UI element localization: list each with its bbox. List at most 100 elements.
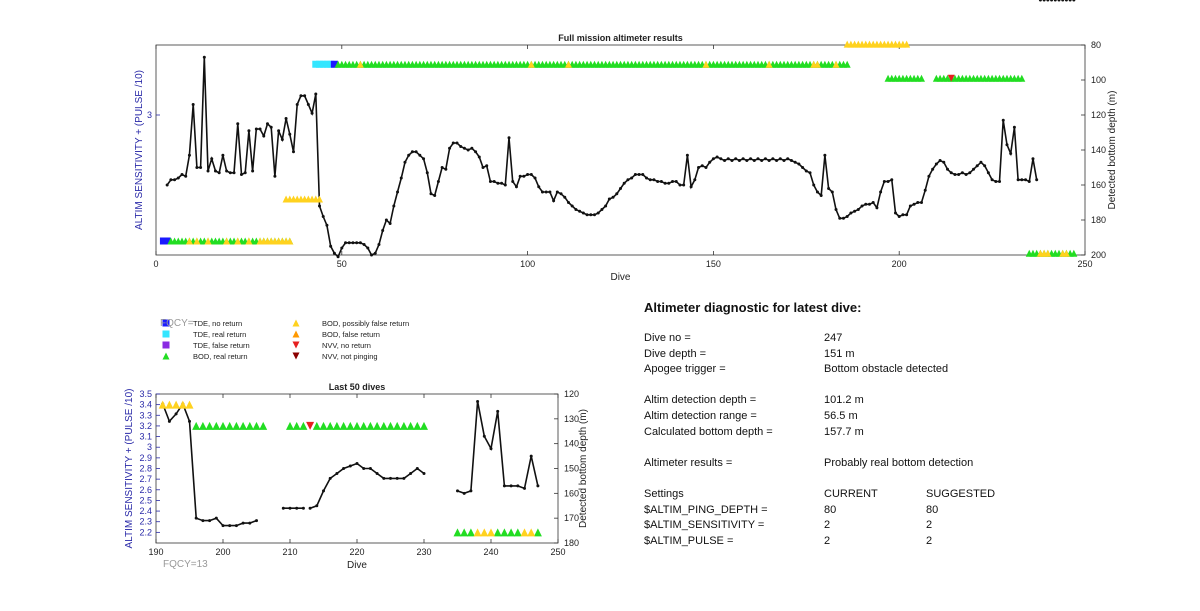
full-depth-point xyxy=(239,173,243,176)
full-depth-point xyxy=(1005,143,1009,147)
full-depth-point xyxy=(466,148,470,152)
setting-name: $ALTIM_SENSITIVITY = xyxy=(644,519,765,532)
last50-ylabel-right: Detected bottom depth (m) xyxy=(578,409,589,528)
full-depth-point xyxy=(979,160,983,164)
last50-depth-point xyxy=(288,506,292,510)
last50-bod-possibly-false-marker xyxy=(473,528,482,537)
full-x-tick-label: 200 xyxy=(892,259,907,269)
last50-depth-point xyxy=(328,476,332,480)
altimeter-results-label: Altimeter results = xyxy=(644,456,733,469)
full-depth-point xyxy=(481,166,485,169)
last50-bod-real-marker xyxy=(513,528,522,537)
last50-depth-point xyxy=(402,476,406,480)
altimeter-results-value: Probably real bottom detection xyxy=(824,456,974,469)
full-depth-point xyxy=(864,202,868,206)
full-depth-point xyxy=(403,160,407,164)
full-depth-point xyxy=(362,243,366,246)
last50-left-tick-label: 3 xyxy=(147,442,152,452)
dive-no-value: 247 xyxy=(824,332,843,344)
last50-depth-point xyxy=(482,434,486,438)
full-depth-point xyxy=(968,171,972,175)
full-depth-point xyxy=(206,169,210,173)
full-depth-point xyxy=(1042,0,1046,2)
full-ylabel-left: ALTIM SENSITIVITY + (PULSE /10) xyxy=(134,70,145,230)
last50-bod-real-marker xyxy=(286,421,294,430)
last50-depth-point xyxy=(382,476,386,480)
full-depth-point xyxy=(399,176,403,180)
full-depth-point xyxy=(329,244,333,248)
full-depth-point xyxy=(422,157,426,161)
full-depth-point xyxy=(533,176,537,180)
legend-label: TDE, real return xyxy=(193,330,246,339)
full-depth-point xyxy=(291,150,295,154)
full-depth-point xyxy=(808,171,812,175)
full-depth-point xyxy=(823,153,827,157)
full-depth-point xyxy=(232,171,236,175)
full-depth-point xyxy=(622,181,626,185)
full-depth-point xyxy=(243,171,247,175)
full-bod-possibly-false-marker xyxy=(185,237,193,245)
last50-bod-real-marker xyxy=(373,421,382,430)
full-depth-point xyxy=(165,183,169,187)
full-depth-point xyxy=(715,155,719,159)
full-depth-point xyxy=(919,201,923,204)
full-tde-no-return-marker xyxy=(330,60,338,68)
full-bod-possibly-false-marker xyxy=(765,60,773,68)
full-depth-point xyxy=(511,180,515,183)
full-depth-point xyxy=(221,153,225,157)
full-depth-point xyxy=(277,129,281,133)
full-depth-point xyxy=(1061,0,1065,2)
last50-bod-possibly-false-marker xyxy=(158,400,167,409)
full-depth-point xyxy=(674,180,678,183)
full-depth-point xyxy=(645,176,649,180)
last50-bod-real-marker xyxy=(500,528,509,537)
last50-bod-possibly-false-marker xyxy=(520,528,529,537)
legend-marker-tde-false xyxy=(162,341,170,349)
last50-bod-real-marker xyxy=(192,421,201,430)
full-depth-point xyxy=(763,157,767,161)
last50-left-tick-label: 2.9 xyxy=(139,453,152,463)
setting-suggested: 80 xyxy=(926,503,939,516)
last50-right-tick-label: 140 xyxy=(564,439,579,449)
last50-depth-point xyxy=(516,484,520,488)
full-depth-point xyxy=(202,55,206,59)
full-depth-point xyxy=(1053,0,1057,2)
last50-depth-point xyxy=(456,489,459,493)
last50-bod-real-marker xyxy=(366,421,375,430)
full-depth-point xyxy=(470,146,474,150)
full-depth-point xyxy=(247,129,251,133)
legend-label: BOD, false return xyxy=(322,330,380,339)
last50-bod-real-marker xyxy=(198,421,207,430)
legend-label: NVV, not pinging xyxy=(322,352,378,361)
full-depth-point xyxy=(418,153,422,157)
full-right-tick-label: 120 xyxy=(1091,110,1106,120)
full-depth-point xyxy=(310,111,314,115)
full-depth-point xyxy=(633,173,637,176)
full-right-tick-label: 160 xyxy=(1091,180,1106,190)
setting-name: $ALTIM_PING_DEPTH = xyxy=(644,503,768,516)
full-depth-point xyxy=(366,246,370,250)
full-depth-point xyxy=(548,190,552,194)
full-depth-point xyxy=(474,150,478,154)
full-depth-point xyxy=(299,94,303,98)
last50-right-tick-label: 130 xyxy=(564,414,579,424)
full-bod-real-marker xyxy=(917,74,925,82)
last50-depth-point xyxy=(301,506,305,510)
full-depth-point xyxy=(827,187,831,190)
last50-bod-real-marker xyxy=(245,421,254,430)
full-bod-possibly-false-marker xyxy=(903,40,911,48)
last50-bod-real-marker xyxy=(326,421,335,430)
full-depth-point xyxy=(370,253,374,257)
dive-no-label: Dive no = xyxy=(644,332,691,344)
full-depth-point xyxy=(507,136,511,140)
full-depth-point xyxy=(429,192,433,196)
full-depth-point xyxy=(340,246,344,250)
full-x-tick-label: 150 xyxy=(706,259,721,269)
full-bod-possibly-false-marker xyxy=(286,237,294,245)
full-depth-point xyxy=(1038,0,1042,2)
full-depth-point xyxy=(659,180,663,183)
full-depth-point xyxy=(459,145,463,148)
full-depth-point xyxy=(1016,178,1020,182)
full-x-tick-label: 100 xyxy=(520,259,535,269)
full-depth-point xyxy=(938,159,942,162)
